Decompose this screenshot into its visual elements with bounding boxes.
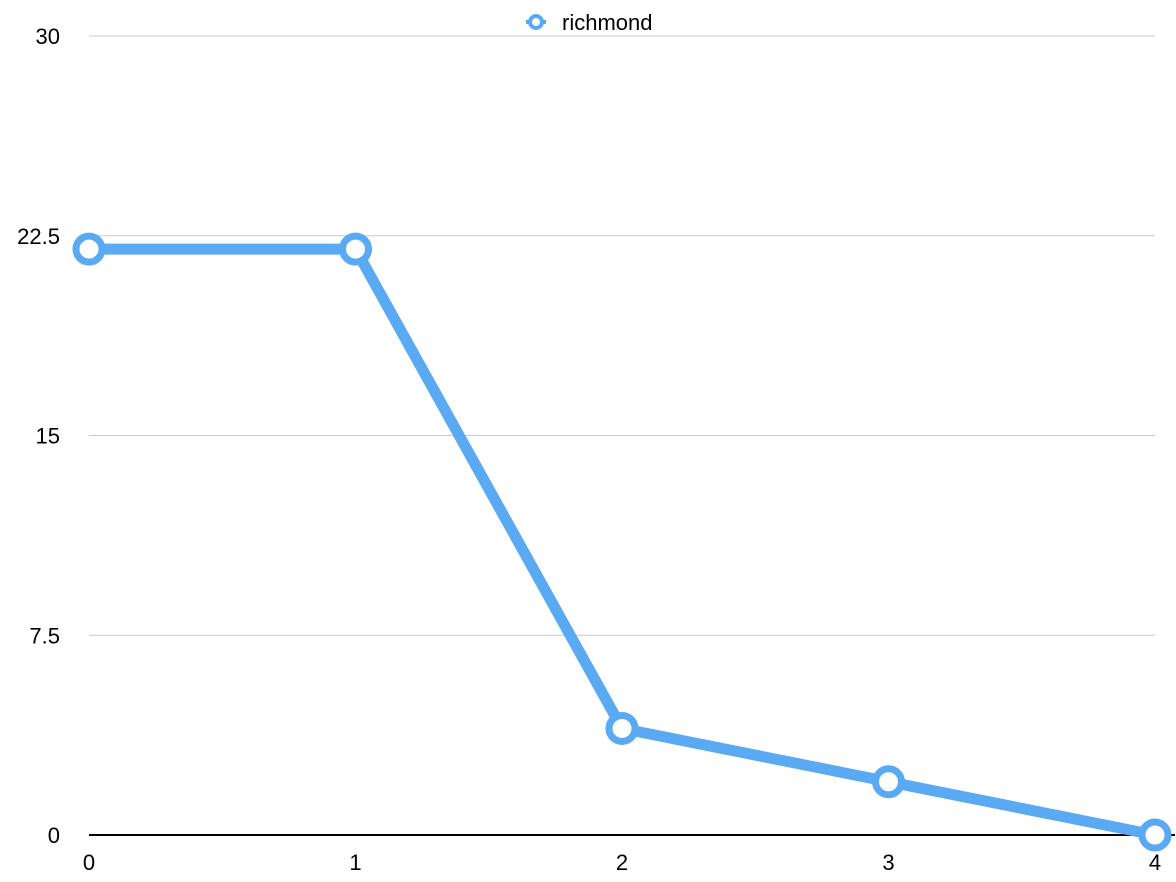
x-tick-label: 2 [616, 850, 628, 875]
data-point [72, 232, 106, 266]
y-tick-label: 22.5 [17, 224, 60, 249]
legend: richmond [526, 10, 652, 35]
series-line-richmond [83, 243, 1161, 841]
x-tick-label: 1 [349, 850, 361, 875]
data-point [605, 711, 639, 745]
data-point [339, 232, 372, 266]
gridlines [89, 35, 1155, 636]
x-tick-label: 0 [83, 850, 95, 875]
series-richmond [72, 232, 1172, 852]
legend-swatch-marker [528, 14, 544, 30]
y-axis-tick-labels: 0 7.5 15 22.5 30 [17, 24, 60, 848]
x-tick-label: 4 [1149, 850, 1161, 875]
data-point [872, 765, 905, 799]
y-tick-label: 0 [48, 823, 60, 848]
y-tick-label: 7.5 [29, 623, 60, 648]
data-point [1138, 818, 1172, 852]
x-tick-label: 3 [882, 850, 894, 875]
y-tick-label: 15 [36, 424, 60, 449]
legend-label-richmond: richmond [562, 10, 652, 35]
y-tick-label: 30 [36, 24, 60, 49]
x-axis-tick-labels: 0 1 2 3 4 [83, 850, 1161, 875]
